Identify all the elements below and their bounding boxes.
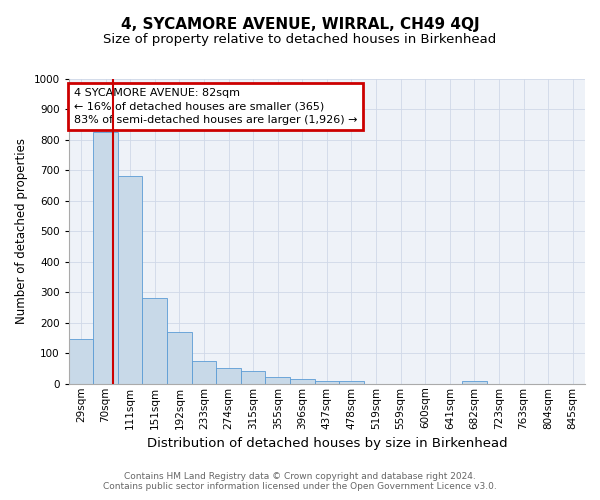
- X-axis label: Distribution of detached houses by size in Birkenhead: Distribution of detached houses by size …: [146, 437, 507, 450]
- Bar: [265, 377, 290, 384]
- Bar: [118, 176, 142, 384]
- Text: Size of property relative to detached houses in Birkenhead: Size of property relative to detached ho…: [103, 32, 497, 46]
- Bar: [142, 298, 167, 384]
- Bar: [241, 370, 265, 384]
- Text: Contains public sector information licensed under the Open Government Licence v3: Contains public sector information licen…: [103, 482, 497, 491]
- Y-axis label: Number of detached properties: Number of detached properties: [15, 138, 28, 324]
- Bar: [216, 368, 241, 384]
- Bar: [462, 381, 487, 384]
- Bar: [167, 332, 191, 384]
- Bar: [290, 380, 314, 384]
- Bar: [314, 380, 339, 384]
- Text: 4, SYCAMORE AVENUE, WIRRAL, CH49 4QJ: 4, SYCAMORE AVENUE, WIRRAL, CH49 4QJ: [121, 18, 479, 32]
- Text: 4 SYCAMORE AVENUE: 82sqm
← 16% of detached houses are smaller (365)
83% of semi-: 4 SYCAMORE AVENUE: 82sqm ← 16% of detach…: [74, 88, 358, 124]
- Bar: [93, 132, 118, 384]
- Bar: [69, 339, 93, 384]
- Bar: [191, 360, 216, 384]
- Text: Contains HM Land Registry data © Crown copyright and database right 2024.: Contains HM Land Registry data © Crown c…: [124, 472, 476, 481]
- Bar: [339, 382, 364, 384]
